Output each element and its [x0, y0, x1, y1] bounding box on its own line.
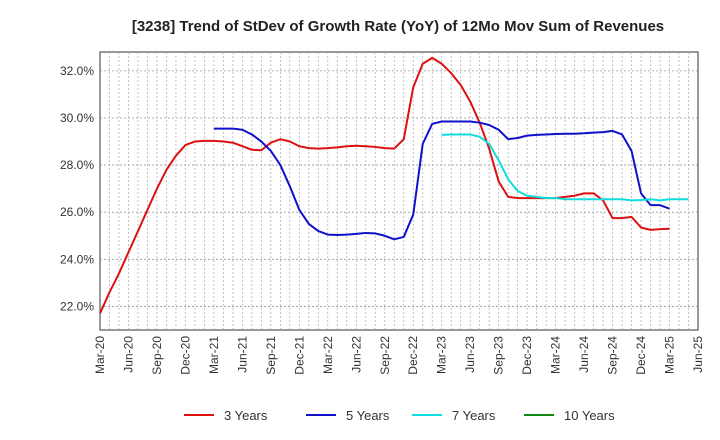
x-tick-label: Mar-24 [549, 336, 563, 374]
x-tick-label: Dec-24 [634, 336, 648, 375]
x-axis: Mar-20 Jun-20 Sep-20 Dec-20 Mar-21 Jun-21 Sep-… [93, 336, 705, 375]
x-tick-label: Jun-21 [235, 336, 249, 373]
y-axis: 22.0% 24.0% 26.0% 28.0% 30.0% 32.0% [60, 64, 94, 314]
y-tick-label: 32.0% [60, 64, 94, 78]
x-tick-label: Jun-24 [577, 336, 591, 373]
chart-title: [3238] Trend of StDev of Growth Rate (Yo… [132, 18, 664, 35]
y-tick-label: 26.0% [60, 205, 94, 219]
x-tick-label: Mar-21 [207, 336, 221, 374]
series-group [99, 56, 689, 314]
x-tick-label: Dec-21 [292, 336, 306, 375]
y-tick-label: 24.0% [60, 252, 94, 266]
x-tick-label: Jun-25 [691, 336, 705, 373]
x-tick-label: Mar-25 [663, 336, 677, 374]
x-tick-label: Dec-23 [520, 336, 534, 375]
legend-label: 7 Years [452, 408, 496, 423]
x-tick-label: Jun-22 [349, 336, 363, 373]
plot-border [99, 51, 699, 331]
y-tick-label: 22.0% [60, 299, 94, 313]
x-tick-label: Dec-22 [406, 336, 420, 375]
x-tick-label: Sep-22 [378, 336, 392, 375]
y-tick-label: 30.0% [60, 111, 94, 125]
legend-label: 3 Years [224, 408, 268, 423]
series-line-7-years [441, 133, 689, 202]
x-tick-label: Jun-23 [463, 336, 477, 373]
x-tick-label: Mar-20 [93, 336, 107, 374]
x-tick-label: Dec-20 [178, 336, 192, 375]
x-tick-label: Sep-24 [606, 336, 620, 375]
x-tick-label: Sep-21 [264, 336, 278, 375]
x-tick-label: Mar-22 [321, 336, 335, 374]
x-tick-label: Jun-20 [121, 336, 135, 373]
series-line-5-years [213, 120, 670, 241]
x-tick-label: Sep-23 [492, 336, 506, 375]
y-tick-label: 28.0% [60, 158, 94, 172]
legend: 3 Years 5 Years 7 Years 10 Years [184, 408, 615, 423]
x-tick-label: Mar-23 [435, 336, 449, 374]
legend-label: 10 Years [564, 408, 615, 423]
x-tick-label: Sep-20 [150, 336, 164, 375]
plot-area [99, 51, 699, 331]
series-line-3-years [99, 56, 670, 314]
legend-label: 5 Years [346, 408, 390, 423]
